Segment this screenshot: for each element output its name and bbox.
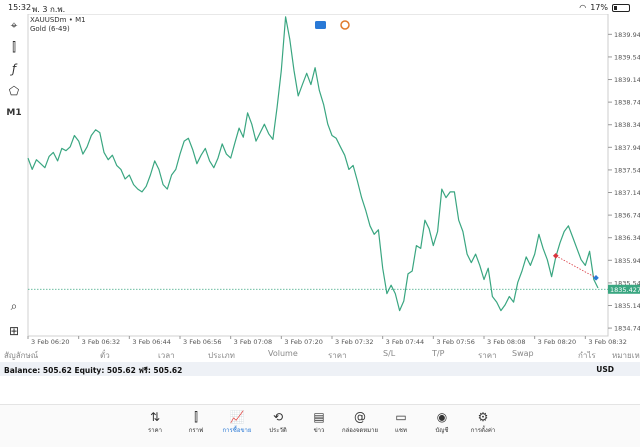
nav-label: การตั้งค่า [470, 427, 496, 434]
crosshair-icon[interactable]: ⌖ [10, 18, 18, 32]
signal-badge-icon [340, 20, 350, 30]
x-tick-label: 3 Feb 07:44 [386, 338, 425, 346]
balance-text: Balance: 505.62 Equity: 505.62 ฟรี: 505.… [4, 366, 183, 375]
y-tick-label: 1835.540 [614, 279, 640, 287]
trade-chart-icon: 📈 [229, 410, 245, 424]
y-tick-label: 1835.940 [614, 257, 640, 265]
objects-icon[interactable]: ⬠ [8, 84, 20, 98]
mailbox-icon: @ [354, 410, 366, 424]
x-tick-label: 3 Feb 07:20 [284, 338, 323, 346]
nav-item-history[interactable]: ⟲ ประวัติ [258, 410, 298, 435]
table-header-cell[interactable]: ราคา [328, 351, 347, 360]
chart-area [27, 14, 609, 337]
status-right: ◠ 17% [579, 3, 630, 12]
balance-currency: USD [596, 365, 614, 374]
symbol-description: Gold (6-49) [30, 25, 70, 33]
new-order-icon[interactable]: ⊞ [8, 324, 20, 338]
y-tick-label: 1836.340 [614, 234, 640, 242]
y-tick-label: 1839.940 [614, 31, 640, 39]
arrows-updown-icon: ⇅ [149, 410, 161, 424]
nav-label: แชท [395, 427, 407, 434]
x-tick-label: 3 Feb 08:20 [538, 338, 577, 346]
price-line [27, 16, 599, 312]
indicators-icon[interactable]: ⫿ [12, 40, 16, 54]
y-tick-label: 1835.140 [614, 302, 640, 310]
x-tick-label: 3 Feb 07:32 [335, 338, 374, 346]
nav-item-account[interactable]: ◉ บัญชี [422, 410, 462, 435]
nav-item-trade-chart[interactable]: 📈 การซื้อขาย [217, 410, 257, 435]
bottom-nav: ⇅ ราคา ⫿ กราฟ 📈 การซื้อขาย ⟲ ประวัติ ▤ ข่าว @ กล่อง… [0, 404, 640, 447]
table-header-cell[interactable]: ประเภท [208, 351, 235, 360]
y-tick-label: 1839.540 [614, 53, 640, 61]
status-bar: 15:32 พ. 3 ก.พ. ◠ 17% [0, 0, 640, 14]
nav-item-news[interactable]: ▤ ข่าว [299, 410, 339, 435]
y-tick-label: 1838.740 [614, 99, 640, 107]
timeframe-button[interactable]: M1 [6, 108, 22, 118]
nav-label: ราคา [148, 427, 162, 434]
nav-label: การซื้อขาย [222, 427, 252, 434]
trade-badge-icon [315, 21, 326, 29]
x-tick-label: 3 Feb 08:08 [487, 338, 526, 346]
chat-icon: ▭ [395, 410, 407, 424]
table-header-cell[interactable]: T/P [432, 349, 445, 358]
table-header-cell[interactable]: กำไร [578, 351, 596, 360]
nav-item-arrows-updown[interactable]: ⇅ ราคา [135, 410, 175, 435]
table-header-cell[interactable]: หมายเหตุ [612, 351, 640, 360]
x-tick-label: 3 Feb 06:20 [31, 338, 70, 346]
news-icon: ▤ [313, 410, 325, 424]
history-icon: ⟲ [272, 410, 284, 424]
y-tick-label: 1837.540 [614, 166, 640, 174]
nav-label: กล่องจดหมาย [341, 427, 379, 434]
chart-toolbar: ⌖ ⫿ ƒ ⬠ M1 ⌕ ⊞ [0, 14, 28, 338]
candles-icon: ⫿ [194, 410, 198, 424]
x-tick-label: 3 Feb 07:08 [234, 338, 273, 346]
x-tick-label: 3 Feb 06:44 [132, 338, 171, 346]
battery-percent: 17% [590, 3, 608, 12]
y-tick-label: 1836.740 [614, 212, 640, 220]
x-tick-label: 3 Feb 06:56 [183, 338, 222, 346]
table-header-cell[interactable]: S/L [383, 349, 396, 358]
nav-item-chat[interactable]: ▭ แชท [381, 410, 421, 435]
table-header-cell[interactable]: Swap [512, 349, 534, 358]
y-tick-label: 1839.140 [614, 76, 640, 84]
nav-item-mailbox[interactable]: @ กล่องจดหมาย [340, 410, 380, 435]
current-price-label: 1835.427 [610, 286, 640, 294]
account-icon: ◉ [436, 410, 448, 424]
x-tick-label: 3 Feb 07:56 [436, 338, 475, 346]
y-tick-label: 1834.740 [614, 325, 640, 333]
current-price-tag [608, 284, 640, 294]
table-header-cell[interactable]: ตั๋ว [100, 351, 110, 360]
zoom-icon[interactable]: ⌕ [10, 299, 18, 313]
x-tick-label: 3 Feb 06:32 [82, 338, 121, 346]
trade-open-marker [552, 252, 559, 259]
trade-close-marker [593, 274, 599, 281]
positions-table-header: สัญลักษณ์ ตั๋ว เวลา ประเภท Volume ราคา S/L T/P ร… [0, 347, 640, 361]
nav-item-gear[interactable]: ⚙ การตั้งค่า [463, 410, 503, 435]
gear-icon: ⚙ [477, 410, 489, 424]
y-tick-label: 1837.140 [614, 189, 640, 197]
table-header-cell[interactable]: เวลา [158, 351, 175, 360]
x-tick-label: 3 Feb 08:32 [588, 338, 627, 346]
price-chart[interactable]: 1839.940 1839.540 1839.140 1838.740 1838.340… [0, 14, 640, 347]
battery-icon [612, 3, 630, 12]
clock: 15:32 [8, 3, 32, 12]
nav-label: กราฟ [188, 427, 204, 434]
function-icon[interactable]: ƒ [11, 62, 17, 76]
table-header-cell[interactable]: ราคา [478, 351, 497, 360]
nav-item-candles[interactable]: ⫿ กราฟ [176, 410, 216, 435]
balance-row: Balance: 505.62 Equity: 505.62 ฟรี: 505.… [0, 362, 640, 376]
nav-label: ประวัติ [269, 427, 287, 434]
y-tick-label: 1837.940 [614, 144, 640, 152]
symbol-info: XAUUSDm • M1 Gold (6-49) [30, 16, 86, 34]
table-header-cell[interactable]: Volume [268, 349, 298, 358]
date: พ. 3 ก.พ. [32, 5, 66, 14]
wifi-icon: ◠ [579, 3, 587, 12]
symbol-name: XAUUSDm • M1 [30, 16, 86, 24]
y-tick-label: 1838.340 [614, 121, 640, 129]
nav-label: บัญชี [435, 427, 449, 434]
nav-label: ข่าว [313, 427, 325, 434]
table-header-cell[interactable]: สัญลักษณ์ [4, 351, 39, 360]
